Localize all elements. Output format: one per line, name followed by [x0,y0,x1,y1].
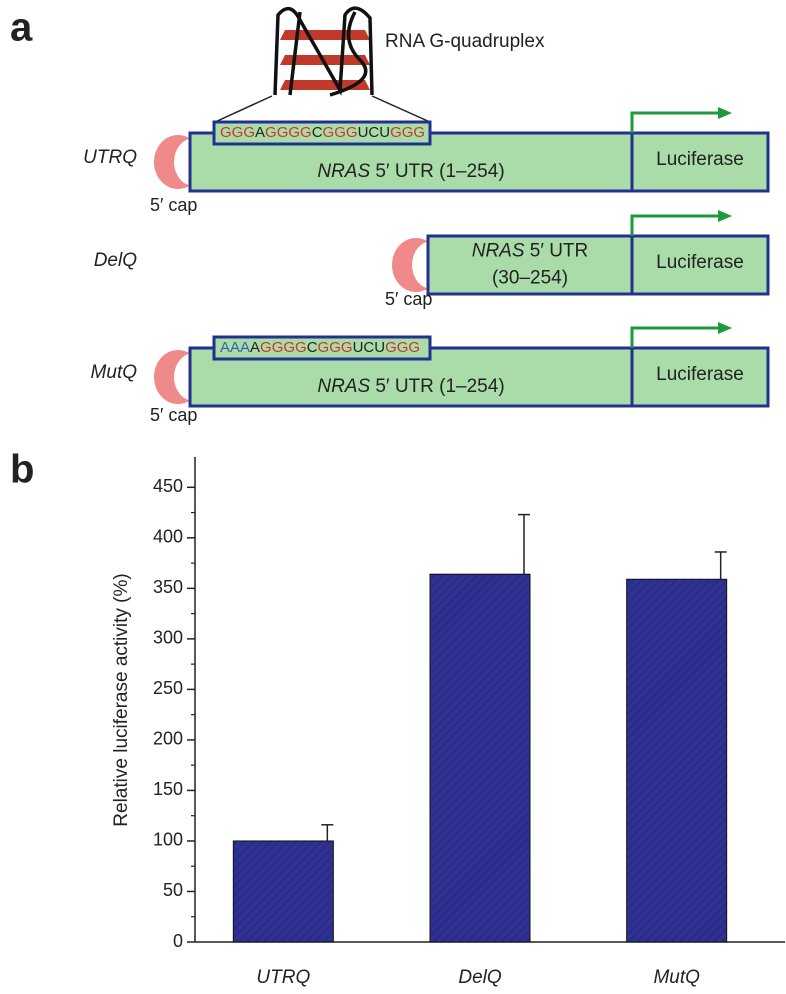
cap-label: 5′ cap [150,405,197,425]
sequence: AAAAGGGGCGGGUCUGGG [220,339,420,356]
utr-text: 5′ UTR [525,241,589,262]
promoter-arrow [632,216,722,236]
sequence-part: GGGG [265,124,312,141]
arrow-head [718,210,732,222]
y-tick-label: 50 [163,880,183,900]
zoom-line [372,96,430,122]
sequence-part: A [255,124,265,141]
zoom-line [215,96,272,122]
sequence-part: GGG [220,124,255,141]
arrow-head [718,107,732,119]
bar [233,841,333,942]
panel-label: b [10,448,34,492]
figure: a RNA G-quadruplex b Relative luciferase… [0,0,786,994]
utr-gene: NRAS [472,241,525,262]
utr-gene: NRAS [317,376,370,397]
construct-name: DelQ [94,250,138,271]
cap-label: 5′ cap [150,195,197,215]
y-tick-label: 0 [173,931,183,951]
utr-text: (30–254) [492,268,568,289]
reporter-label: Luciferase [656,252,744,273]
y-tick-label: 150 [153,779,183,799]
quadruplex-icon [275,8,372,95]
utr-text: 5′ UTR (1–254) [370,161,505,182]
y-axis-label: Relative luciferase activity (%) [111,573,132,826]
y-tick-label: 450 [153,476,183,496]
construct-name: MutQ [91,362,138,383]
utr-label: NRAS 5′ UTR [472,241,589,262]
sequence-part: GGGG [260,339,307,356]
construct-name: UTRQ [83,147,137,168]
sequence-part: GGG [385,339,420,356]
bar [627,579,727,942]
promoter-arrow [632,328,722,348]
y-tick-label: 250 [153,678,183,698]
sequence-part: GGG [323,124,358,141]
cap-label: 5′ cap [385,289,432,309]
panel-label: a [10,6,33,50]
reporter-label: Luciferase [656,149,744,170]
arrow-head [718,322,732,334]
y-tick-label: 350 [153,577,183,597]
utr-text: 5′ UTR (1–254) [370,376,505,397]
quadruplex-label: RNA G-quadruplex [385,31,545,52]
sequence-part: C [307,339,318,356]
utr-label: NRAS 5′ UTR (1–254) [317,376,504,397]
reporter-label: Luciferase [656,364,744,385]
y-tick-label: 200 [153,729,183,749]
sequence-part: A [250,339,260,356]
sequence-part: C [312,124,323,141]
sequence-part: AAA [220,339,250,356]
x-tick-label: MutQ [653,967,700,988]
promoter-arrow [632,113,722,133]
y-tick-label: 400 [153,527,183,547]
y-tick-label: 300 [153,628,183,648]
sequence-part: GGG [390,124,425,141]
x-tick-label: DelQ [458,967,502,988]
sequence: GGGAGGGGCGGGUCUGGG [220,124,425,141]
utr-label: (30–254) [492,268,568,289]
sequence-part: UCU [358,124,391,141]
x-tick-label: UTRQ [256,967,310,988]
utr-gene: NRAS [317,161,370,182]
sequence-part: GGG [318,339,353,356]
bar [430,574,530,942]
sequence-part: UCU [353,339,386,356]
y-tick-label: 100 [153,830,183,850]
utr-label: NRAS 5′ UTR (1–254) [317,161,504,182]
